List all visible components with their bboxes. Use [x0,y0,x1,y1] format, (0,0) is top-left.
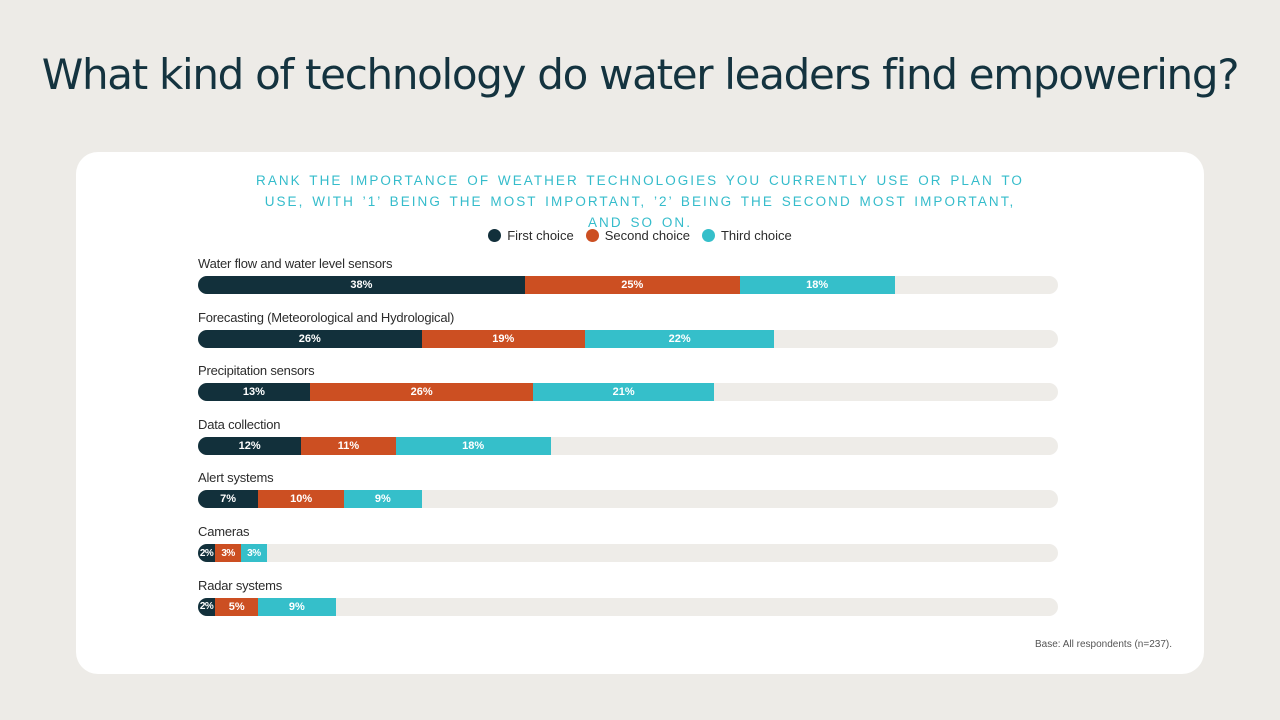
bar-row: Alert systems 7% 10% 9% [198,470,1058,510]
bar-segment-first-choice: 13% [198,383,310,402]
bar-segment-third-choice: 9% [258,597,336,616]
bar-segment-third-choice: 18% [395,436,551,455]
bar-segment-first-choice: 7% [198,490,259,509]
bar-segment-third-choice: 22% [585,329,775,348]
bar-track: 26% 19% 22% [198,329,1058,348]
bar-row: Cameras 2% 3% 3% [198,524,1058,564]
legend-swatch-first-choice [488,229,502,242]
legend-item-first-choice: First choice [488,228,574,243]
bar-segment-third-choice: 21% [533,383,714,402]
category-label: Alert systems [198,470,274,486]
bar-segment-second-choice: 5% [215,597,259,616]
bar-row: Radar systems 2% 5% 9% [198,578,1058,618]
bar-track: 38% 25% 18% [198,276,1058,294]
legend-swatch-third-choice [701,229,715,242]
category-label: Precipitation sensors [198,363,315,379]
legend-item-second-choice: Second choice [585,228,690,243]
bar-row: Forecasting (Meteorological and Hydrolog… [198,310,1058,350]
legend-item-third-choice: Third choice [701,228,792,243]
bar-segment-first-choice: 2% [198,544,216,562]
bar-segment-second-choice: 10% [258,490,345,509]
bar-track: 2% 5% 9% [198,597,1058,616]
bar-segment-second-choice: 3% [215,544,241,562]
legend-swatch-second-choice [585,229,599,242]
bar-segment-third-choice: 3% [241,544,267,562]
bar-segment-second-choice: 25% [524,276,740,294]
bar-track: 7% 10% 9% [198,490,1058,509]
category-label: Cameras [198,524,250,539]
bar-segment-first-choice: 2% [198,597,216,616]
bar-track: 13% 26% 21% [198,383,1058,402]
bar-segment-first-choice: 12% [198,436,302,455]
bar-track: 12% 11% 18% [198,436,1058,455]
chart-title: RANK THE IMPORTANCE OF WEATHER TECHNOLOG… [256,173,1024,230]
bar-row: Water flow and water level sensors 38% 25%… [198,256,1058,296]
bar-segment-second-choice: 11% [301,436,396,455]
category-label: Forecasting (Meteorological and Hydrolog… [198,309,455,325]
bar-segment-second-choice: 19% [421,329,585,348]
category-label: Water flow and water level sensors [198,256,393,271]
bar-segment-second-choice: 26% [309,383,534,402]
base-note: Base: All respondents (n=237). [1034,639,1172,650]
category-label: Data collection [198,416,281,432]
bar-segment-first-choice: 38% [198,276,525,294]
category-label: Radar systems [198,577,283,593]
bar-row: Data collection 12% 11% 18% [198,417,1058,457]
bar-segment-third-choice: 9% [344,490,422,509]
legend-label-third-choice: Third choice [720,228,792,243]
bar-segment-first-choice: 26% [198,329,422,348]
legend-label-first-choice: First choice [507,228,574,243]
chart-card: RANK THE IMPORTANCE OF WEATHER TECHNOLOG… [76,152,1204,674]
bar-track: 2% 3% 3% [198,544,1058,562]
legend-label-second-choice: Second choice [604,228,690,243]
chart-legend: First choice Second choice Third choice [76,228,1204,243]
bar-segment-third-choice: 18% [739,276,895,294]
bar-row: Precipitation sensors 13% 26% 21% [198,363,1058,403]
stacked-bar-chart: Water flow and water level sensors 38% 25%… [198,256,1058,626]
page-title: What kind of technology do water leaders… [41,50,1240,99]
